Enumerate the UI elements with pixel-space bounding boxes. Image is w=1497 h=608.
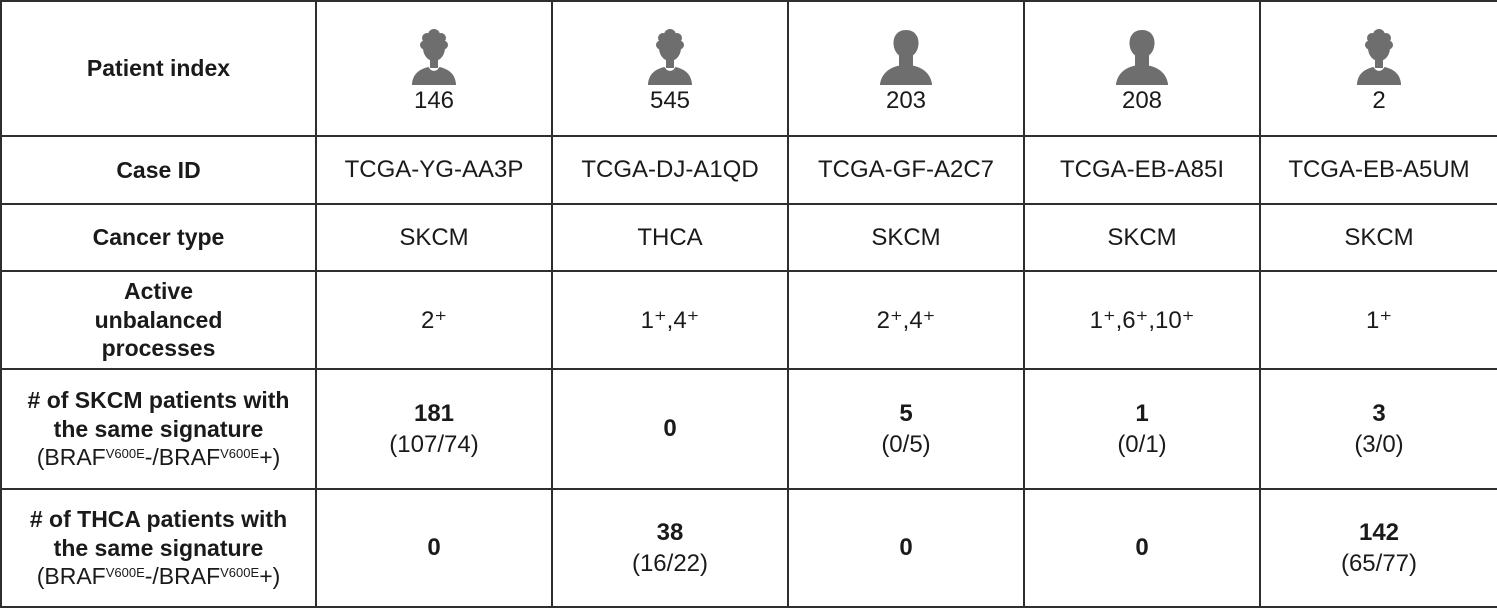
- skcm-count-split: (0/1): [1117, 431, 1167, 458]
- thca-count-cell: 142 (65/77): [1259, 488, 1497, 608]
- row-active-processes: Active unbalanced processes 2⁺ 1⁺,4⁺ 2⁺,…: [0, 270, 1497, 370]
- skcm-count-split: (3/0): [1354, 431, 1404, 458]
- braf-signature-line: (BRAFV600E-/BRAFV600E+): [36, 563, 281, 590]
- skcm-count-cell: 181 (107/74): [315, 368, 553, 490]
- active-processes-value: 1⁺: [1259, 270, 1497, 370]
- thca-count-total: 0: [427, 534, 441, 562]
- thca-count-cell: 0: [787, 488, 1025, 608]
- skcm-count-cell: 5 (0/5): [787, 368, 1025, 490]
- skcm-count-total: 1: [1135, 399, 1149, 427]
- patient-cell: 146: [315, 0, 553, 137]
- active-processes-value: 2⁺: [315, 270, 553, 370]
- person-icon-wrap: [637, 22, 703, 86]
- thca-label-line2: the same signature: [53, 534, 264, 561]
- row-patient-index: Patient index 146 545: [0, 0, 1497, 137]
- cancer-type-value: SKCM: [787, 203, 1025, 272]
- thca-count-total: 38: [656, 518, 684, 546]
- thca-count-total: 0: [899, 534, 913, 562]
- thca-count-total: 142: [1358, 518, 1400, 546]
- row-skcm-count: # of SKCM patients with the same signatu…: [0, 368, 1497, 490]
- person-icon-wrap: [1109, 22, 1175, 86]
- cancer-type-value: THCA: [551, 203, 789, 272]
- thca-count-split: (16/22): [631, 550, 709, 577]
- person-female-icon: [412, 29, 456, 86]
- patient-cell: 208: [1023, 0, 1261, 137]
- skcm-label-line1: # of SKCM patients with: [27, 386, 290, 413]
- person-male-icon: [880, 30, 932, 86]
- cancer-type-row-label: Cancer type: [0, 203, 317, 272]
- patient-index-value: 545: [649, 87, 691, 115]
- person-icon-wrap: [401, 22, 467, 86]
- cancer-type-value: SKCM: [1259, 203, 1497, 272]
- skcm-count-cell: 0: [551, 368, 789, 490]
- person-male-icon: [1116, 30, 1168, 86]
- thca-count-row-label: # of THCA patients with the same signatu…: [0, 488, 317, 608]
- case-id-value: TCGA-GF-A2C7: [787, 135, 1025, 205]
- patient-cell: 545: [551, 0, 789, 137]
- case-id-value: TCGA-EB-A5UM: [1259, 135, 1497, 205]
- skcm-count-cell: 1 (0/1): [1023, 368, 1261, 490]
- thca-count-total: 0: [1135, 534, 1149, 562]
- skcm-count-total: 3: [1372, 399, 1386, 427]
- active-processes-row-label: Active unbalanced processes: [0, 270, 317, 370]
- skcm-count-cell: 3 (3/0): [1259, 368, 1497, 490]
- patient-index-row-label: Patient index: [0, 0, 317, 137]
- case-id-row-label: Case ID: [0, 135, 317, 205]
- case-id-value: TCGA-EB-A85I: [1023, 135, 1261, 205]
- skcm-count-row-label: # of SKCM patients with the same signatu…: [0, 368, 317, 490]
- active-processes-value: 2⁺,4⁺: [787, 270, 1025, 370]
- case-id-value: TCGA-DJ-A1QD: [551, 135, 789, 205]
- person-icon-wrap: [1346, 22, 1412, 86]
- patient-index-value: 203: [885, 87, 927, 115]
- active-processes-value: 1⁺,6⁺,10⁺: [1023, 270, 1261, 370]
- case-id-value: TCGA-YG-AA3P: [315, 135, 553, 205]
- thca-count-cell: 0: [315, 488, 553, 608]
- row-case-id: Case ID TCGA-YG-AA3P TCGA-DJ-A1QD TCGA-G…: [0, 135, 1497, 205]
- thca-count-cell: 0: [1023, 488, 1261, 608]
- skcm-count-split: (107/74): [389, 431, 479, 458]
- person-female-icon: [1357, 29, 1401, 86]
- skcm-count-total: 5: [899, 399, 913, 427]
- patient-cell: 203: [787, 0, 1025, 137]
- person-female-icon: [648, 29, 692, 86]
- cancer-type-value: SKCM: [1023, 203, 1261, 272]
- row-thca-count: # of THCA patients with the same signatu…: [0, 488, 1497, 608]
- skcm-count-total: 0: [663, 415, 677, 443]
- braf-signature-line: (BRAFV600E-/BRAFV600E+): [36, 444, 281, 471]
- patient-cell: 2: [1259, 0, 1497, 137]
- patient-index-value: 208: [1121, 87, 1163, 115]
- person-icon-wrap: [873, 22, 939, 86]
- skcm-label-line2: the same signature: [53, 415, 264, 442]
- skcm-count-total: 181: [413, 399, 455, 427]
- active-processes-value: 1⁺,4⁺: [551, 270, 789, 370]
- thca-count-cell: 38 (16/22): [551, 488, 789, 608]
- skcm-count-split: (0/5): [881, 431, 931, 458]
- patient-index-value: 146: [413, 87, 455, 115]
- cancer-type-value: SKCM: [315, 203, 553, 272]
- thca-label-line1: # of THCA patients with: [29, 505, 288, 532]
- patient-index-value: 2: [1372, 87, 1386, 115]
- row-cancer-type: Cancer type SKCM THCA SKCM SKCM SKCM: [0, 203, 1497, 272]
- thca-count-split: (65/77): [1340, 550, 1418, 577]
